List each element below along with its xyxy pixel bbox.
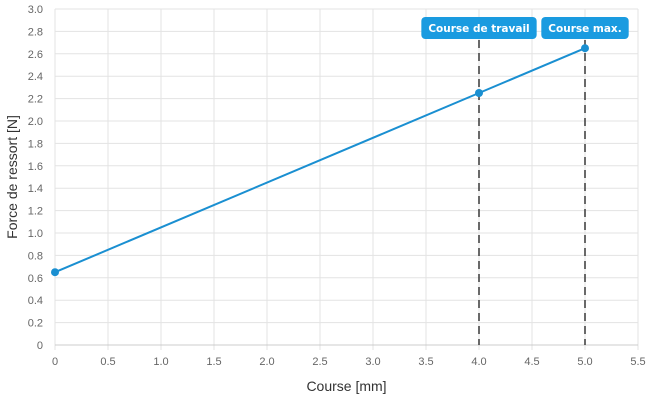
y-tick-label: 0.6 (28, 273, 43, 285)
data-point (51, 268, 59, 277)
x-tick-label: 4.0 (471, 356, 486, 368)
x-tick-label: 2.0 (259, 356, 274, 368)
y-tick-label: 2.0 (28, 116, 43, 128)
grid-lines (54, 8, 639, 350)
marker-badge: Course max. (541, 17, 629, 39)
y-axis-ticks: 0 0.2 0.4 0.6 0.8 1.0 1.2 1.4 1.6 1.8 2.0 2.2 2.4 2.6… (28, 4, 43, 352)
marker-lines (478, 40, 586, 345)
y-tick-label: 1.8 (28, 138, 43, 150)
x-axis-ticks: 0 0.5 1.0 1.5 2.0 2.5 3.0 3.5 4.0 4.5 5.0 5.5 (52, 356, 646, 368)
x-tick-label: 1.0 (153, 356, 168, 368)
y-tick-label: 0 (37, 340, 43, 352)
y-tick-label: 0.4 (28, 295, 43, 307)
x-axis-title: Course [mm] (306, 378, 386, 394)
y-tick-label: 0.8 (28, 250, 43, 262)
marker-label: Course de travail (428, 23, 529, 35)
x-tick-label: 5.0 (577, 356, 592, 368)
marker-badge-bg (541, 17, 629, 39)
y-tick-label: 0.2 (28, 318, 43, 330)
x-tick-label: 5.5 (630, 356, 645, 368)
x-tick-label: 3.0 (365, 356, 380, 368)
y-axis-title: Force de ressort [N] (4, 115, 20, 239)
x-tick-label: 0 (52, 356, 58, 368)
marker-label: Course max. (548, 23, 621, 35)
y-tick-label: 2.6 (28, 49, 43, 61)
x-tick-label: 4.5 (524, 356, 539, 368)
y-tick-label: 2.4 (28, 71, 43, 83)
marker-badges: Course de travail Course max. (421, 17, 629, 39)
y-tick-label: 2.2 (28, 94, 43, 106)
y-tick-label: 2.8 (28, 26, 43, 38)
y-tick-label: 1.6 (28, 161, 43, 173)
data-point (475, 89, 483, 97)
x-tick-label: 0.5 (100, 356, 115, 368)
x-tick-label: 1.5 (206, 356, 221, 368)
y-tick-label: 1.4 (28, 183, 43, 195)
marker-badge: Course de travail (421, 17, 537, 39)
x-tick-label: 2.5 (312, 356, 327, 368)
x-tick-label: 3.5 (418, 356, 433, 368)
series-group (51, 44, 589, 277)
data-point (581, 44, 589, 53)
marker-badge-bg (421, 17, 537, 39)
y-tick-label: 1.2 (28, 206, 43, 218)
y-tick-label: 3.0 (28, 4, 43, 16)
y-tick-label: 1.0 (28, 228, 43, 240)
